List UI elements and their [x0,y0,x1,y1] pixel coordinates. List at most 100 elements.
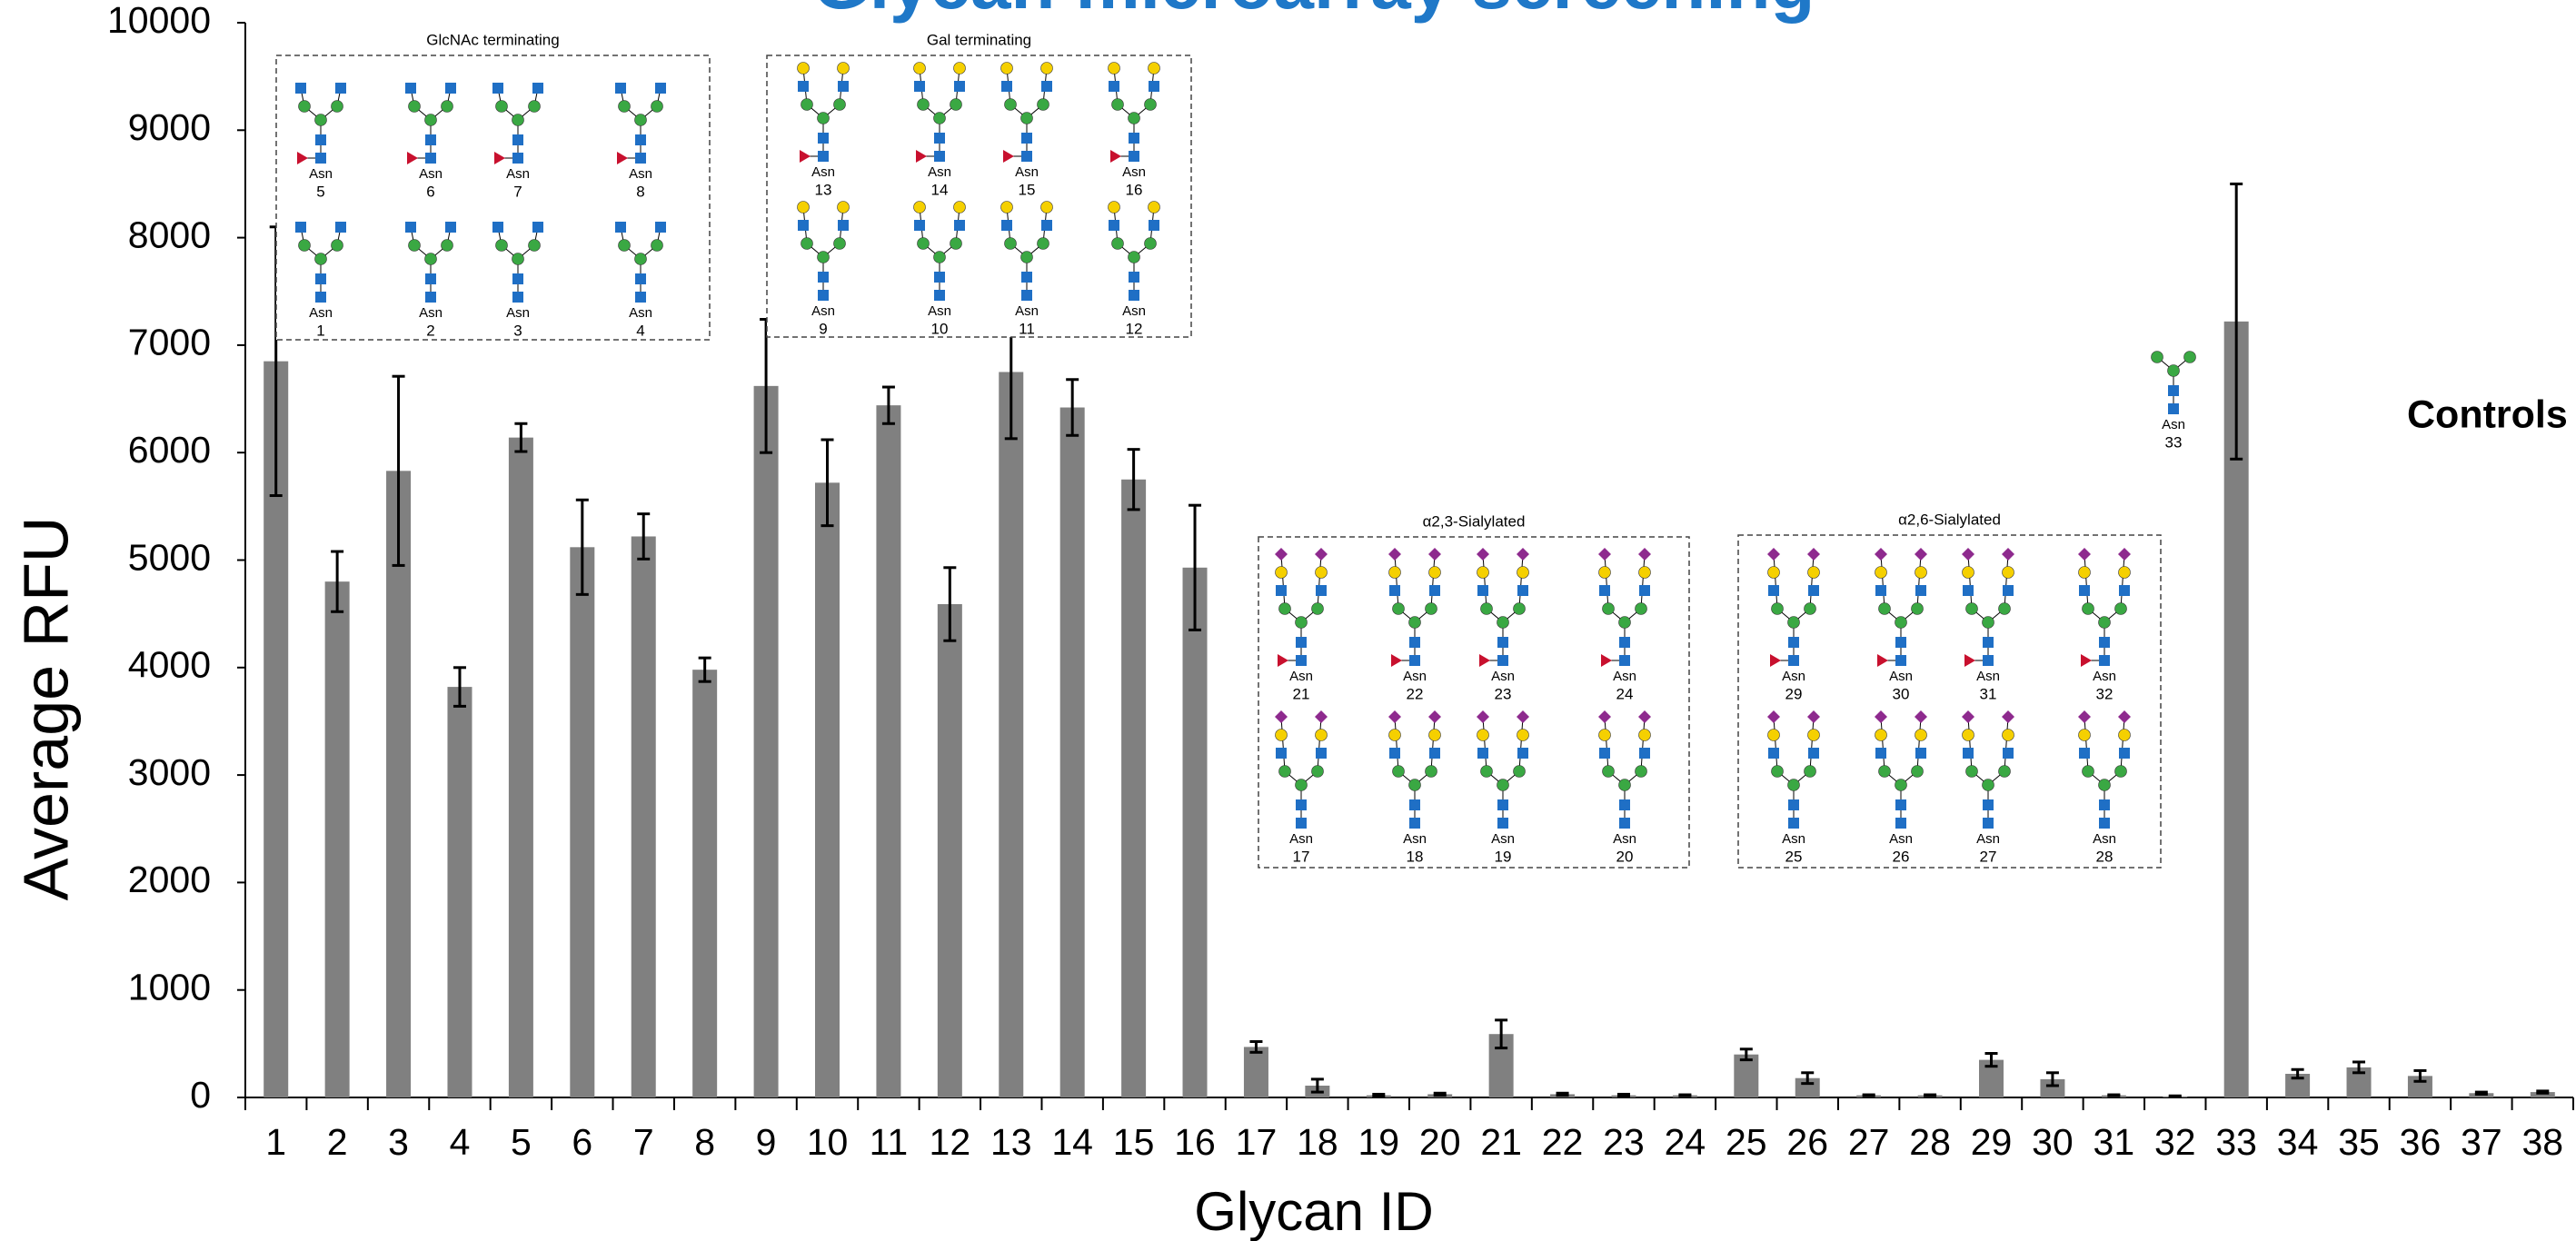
x-tick-label: 26 [1786,1121,1828,1163]
asn-label: Asn [1015,303,1039,319]
glcnac [1639,748,1650,759]
glcnac [1517,585,1528,596]
glcnac [798,81,809,92]
x-axis-label: Glycan ID [1194,1181,1433,1241]
mannose [332,101,343,113]
galactose [954,202,966,213]
glycan-id: 16 [1126,181,1143,198]
y-tick-label: 10000 [107,0,211,41]
glcnac [532,83,543,94]
galactose [914,63,926,74]
mannose [934,113,946,124]
x-tick-label: 27 [1848,1121,1890,1163]
glcnac [1389,585,1400,596]
glcnac [914,220,925,231]
glcnac [1429,585,1440,596]
glcnac [315,292,326,303]
glcnac [1001,81,1012,92]
glcnac [934,151,945,162]
mannose [2168,365,2180,377]
glcnac [1619,637,1630,648]
glcnac [838,81,849,92]
glcnac [1296,818,1307,829]
glcnac [1619,818,1630,829]
glcnac [1788,818,1799,829]
glcnac [1477,585,1488,596]
glcnac [2003,748,2014,759]
asn-label: Asn [1122,303,1146,319]
y-tick-label: 5000 [128,536,211,578]
y-tick-label: 0 [190,1074,211,1116]
bar [325,581,350,1097]
glcnac [1788,637,1799,648]
glycan-id: 21 [1293,685,1310,702]
galactose [1915,567,1927,579]
page: {"chart_data": { "type": "bar", "title":… [0,0,2576,1241]
mannose [1296,779,1308,791]
y-tick-label: 7000 [128,322,211,363]
glcnac [295,222,306,233]
galactose [2119,567,2131,579]
glycan-id: 31 [1980,685,1997,702]
glcnac [512,153,523,164]
galactose [1316,730,1328,741]
glcnac [1129,151,1139,162]
galactose [1875,567,1887,579]
mannose [834,99,846,111]
galactose [1963,730,1974,741]
mannose [635,114,647,126]
glycan-id: 25 [1785,848,1803,865]
galactose [2119,730,2131,741]
glcnac [1599,585,1610,596]
glcnac [2003,585,2014,596]
glcnac [445,83,456,94]
x-tick-label: 8 [694,1121,715,1163]
galactose [2079,567,2091,579]
mannose [1129,113,1140,124]
glcnac [2119,748,2130,759]
glcnac [492,83,503,94]
mannose [1772,603,1784,615]
glcnac [445,222,456,233]
mannose [1895,617,1907,629]
x-tick-label: 28 [1909,1121,1951,1163]
glcnac [1477,748,1488,759]
glcnac [1963,585,1974,596]
glcnac [1639,585,1650,596]
glycan-id: 11 [1019,320,1035,337]
x-tick-label: 13 [990,1121,1032,1163]
bar [692,670,717,1097]
x-tick-label: 37 [2461,1121,2502,1163]
glycan-id: 26 [1893,848,1910,865]
mannose [1426,766,1437,778]
x-tick-label: 9 [756,1121,777,1163]
bar [1244,1047,1268,1097]
mannose [1603,603,1615,615]
error-bar [1678,1095,1691,1096]
galactose [1808,730,1820,741]
glcnac [2079,748,2090,759]
glycan-id: 10 [931,320,949,337]
glycan-id: 14 [931,181,949,198]
glcnac [1768,748,1779,759]
mannose [1966,603,1978,615]
mannose [1966,766,1978,778]
glcnac [635,153,646,164]
glcnac [655,222,666,233]
glcnac [1129,272,1139,283]
y-axis-label: Average RFU [10,517,81,901]
error-bar [2169,1096,2182,1097]
glcnac [1316,585,1327,596]
galactose [1639,567,1651,579]
mannose [2184,352,2196,363]
glcnac [1983,655,1994,666]
glcnac [934,290,945,301]
mannose [1129,252,1140,263]
mannose [1038,238,1049,250]
asn-label: Asn [1889,669,1913,684]
y-tick-label: 8000 [128,213,211,255]
glcnac [1109,220,1119,231]
galactose [1041,202,1053,213]
x-tick-label: 23 [1603,1121,1645,1163]
glcnac [1497,799,1508,810]
